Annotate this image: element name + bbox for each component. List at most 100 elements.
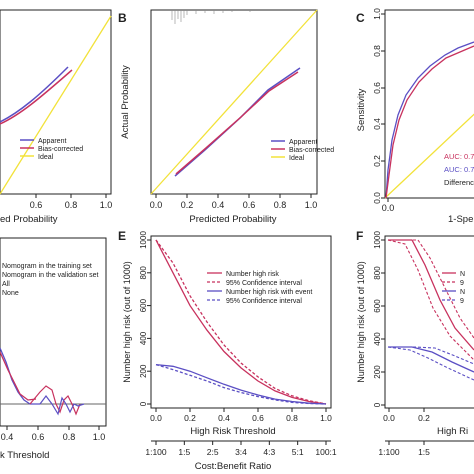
series-line <box>155 239 327 405</box>
tick-label: 1.0 <box>100 200 113 210</box>
panel-label: E <box>118 229 126 243</box>
legend-e: Number high risk 95% Confidence interval… <box>207 271 312 305</box>
tick-label: 0.8 <box>372 45 382 57</box>
tick-label: 0.8 <box>65 200 78 210</box>
tick-label: 0.4 <box>372 118 382 130</box>
tick-label: 1.0 <box>305 200 318 210</box>
series-line <box>155 239 327 405</box>
legend-label: None <box>2 290 19 297</box>
legend-label: Bias-corrected <box>38 146 83 153</box>
tick-label: 0.2 <box>181 200 194 210</box>
rug-strip <box>171 10 251 24</box>
x-axis-label: 1-Spe <box>448 214 473 225</box>
tick-label: 0.0 <box>382 203 395 213</box>
legend-label: 9 <box>460 298 464 305</box>
panel-a: Apparent Bias-corrected Ideal 0.6 0.8 1.… <box>0 9 112 225</box>
tick-label: 600 <box>373 299 382 313</box>
tick-label: 0.6 <box>30 200 43 210</box>
legend-label: Nomogram in the training set <box>2 263 92 270</box>
legend-d: Nomogram in the training set Nomogram in… <box>2 263 99 297</box>
tick-label: 0.0 <box>150 200 163 210</box>
tick-label: 4:3 <box>263 447 275 457</box>
tick-label: 1.0 <box>320 413 332 423</box>
tick-label: 5:1 <box>292 447 304 457</box>
tick-label: 400 <box>139 331 148 345</box>
auc-annotations: AUC: 0.7 AUC: 0.7 Differenc <box>444 152 474 187</box>
ideal-line <box>0 15 112 195</box>
panel-label: B <box>118 11 127 25</box>
legend-a: Apparent Bias-corrected Ideal <box>20 138 83 161</box>
panel-label: F <box>356 229 363 243</box>
tick-label: 0.6 <box>372 82 382 94</box>
legend-f: N 9 N 9 <box>442 271 465 305</box>
ci-upper-red <box>388 239 474 339</box>
tick-label: 1.0 <box>93 432 106 442</box>
tick-label: 1:5 <box>178 447 190 457</box>
tick-label: 0.4 <box>1 432 14 442</box>
ideal-line <box>150 9 318 195</box>
bias-corrected-line <box>175 71 299 175</box>
legend-label: Apparent <box>38 138 66 145</box>
series-line <box>155 363 327 405</box>
y-axis-label: Sensitivity <box>356 88 367 131</box>
training-line-tail <box>29 385 81 416</box>
tick-label: 200 <box>373 365 382 379</box>
x-axis-b: 0.0 0.2 0.4 0.6 0.8 1.0 Predicted Probab… <box>150 194 318 225</box>
x-axis-a: 0.6 0.8 1.0 ed Probability <box>0 194 112 225</box>
roc-line-blue <box>385 41 474 199</box>
tick-label: 0.8 <box>286 413 298 423</box>
x-axis-label: High Ri <box>437 426 468 437</box>
legend-label: 95% Confidence interval <box>226 280 302 287</box>
tick-label: 0.4 <box>218 413 230 423</box>
tick-label: 800 <box>373 266 382 280</box>
y-axis-b: Actual Probability <box>120 65 131 139</box>
tick-label: 1.0 <box>372 8 382 20</box>
plot-area-e <box>155 239 327 405</box>
x-axis-label: Predicted Probability <box>189 214 276 225</box>
tick-label: 0.2 <box>418 413 430 423</box>
apparent-line <box>0 66 69 123</box>
apparent-line <box>174 67 301 177</box>
validation-line <box>0 347 40 405</box>
tick-label: 0.6 <box>243 200 256 210</box>
ci-lower-blue <box>387 346 474 381</box>
legend-label: Ideal <box>38 154 54 161</box>
tick-label: 1:5 <box>418 447 430 457</box>
legend-label: All <box>2 281 10 288</box>
auc-label-red: AUC: 0.7 <box>444 152 474 161</box>
tick-label: 0.6 <box>252 413 264 423</box>
tick-label: 0.0 <box>383 413 395 423</box>
tick-label: 800 <box>139 266 148 280</box>
legend-label: Number high risk with event <box>226 289 312 296</box>
legend-label: 95% Confidence interval <box>226 298 302 305</box>
reference-line <box>384 113 474 199</box>
tick-label: 0.8 <box>274 200 287 210</box>
bias-corrected-line <box>0 69 73 125</box>
legend-label: 9 <box>460 280 464 287</box>
panel-label: C <box>356 11 365 25</box>
x-axis-e: High Risk Threshold Cost:Benefit Ratio 0… <box>145 408 337 472</box>
legend-label: N <box>460 271 465 278</box>
y-axis-label: Number high risk (out of 1000) <box>122 261 132 383</box>
x-axis-d: 0.4 0.6 0.8 1.0 k Threshold <box>0 426 105 461</box>
y-axis-label: Actual Probability <box>120 65 131 139</box>
tick-label: 0.2 <box>372 155 382 167</box>
ci-lower-red <box>387 239 474 361</box>
tick-label: 0 <box>373 402 382 407</box>
tick-label: 0.6 <box>32 432 45 442</box>
series-line <box>155 363 327 405</box>
legend-b: Apparent Bias-corrected Ideal <box>271 139 334 162</box>
tick-label: 100:1 <box>315 447 337 457</box>
x-axis-label: ed Probability <box>0 214 58 225</box>
y-axis-e: Number high risk (out of 1000) 0 200 400 60… <box>122 231 151 406</box>
tick-label: 3:4 <box>235 447 247 457</box>
legend-label: Nomogram in the validation set <box>2 272 99 279</box>
tick-label: 1000 <box>139 231 148 249</box>
tick-label: 0 <box>139 401 148 406</box>
x-axis-label: High Risk Threshold <box>190 426 275 437</box>
training-line <box>0 351 37 401</box>
tick-label: 200 <box>139 364 148 378</box>
tick-label: 1:100 <box>378 447 400 457</box>
tick-label: 1000 <box>373 231 382 249</box>
